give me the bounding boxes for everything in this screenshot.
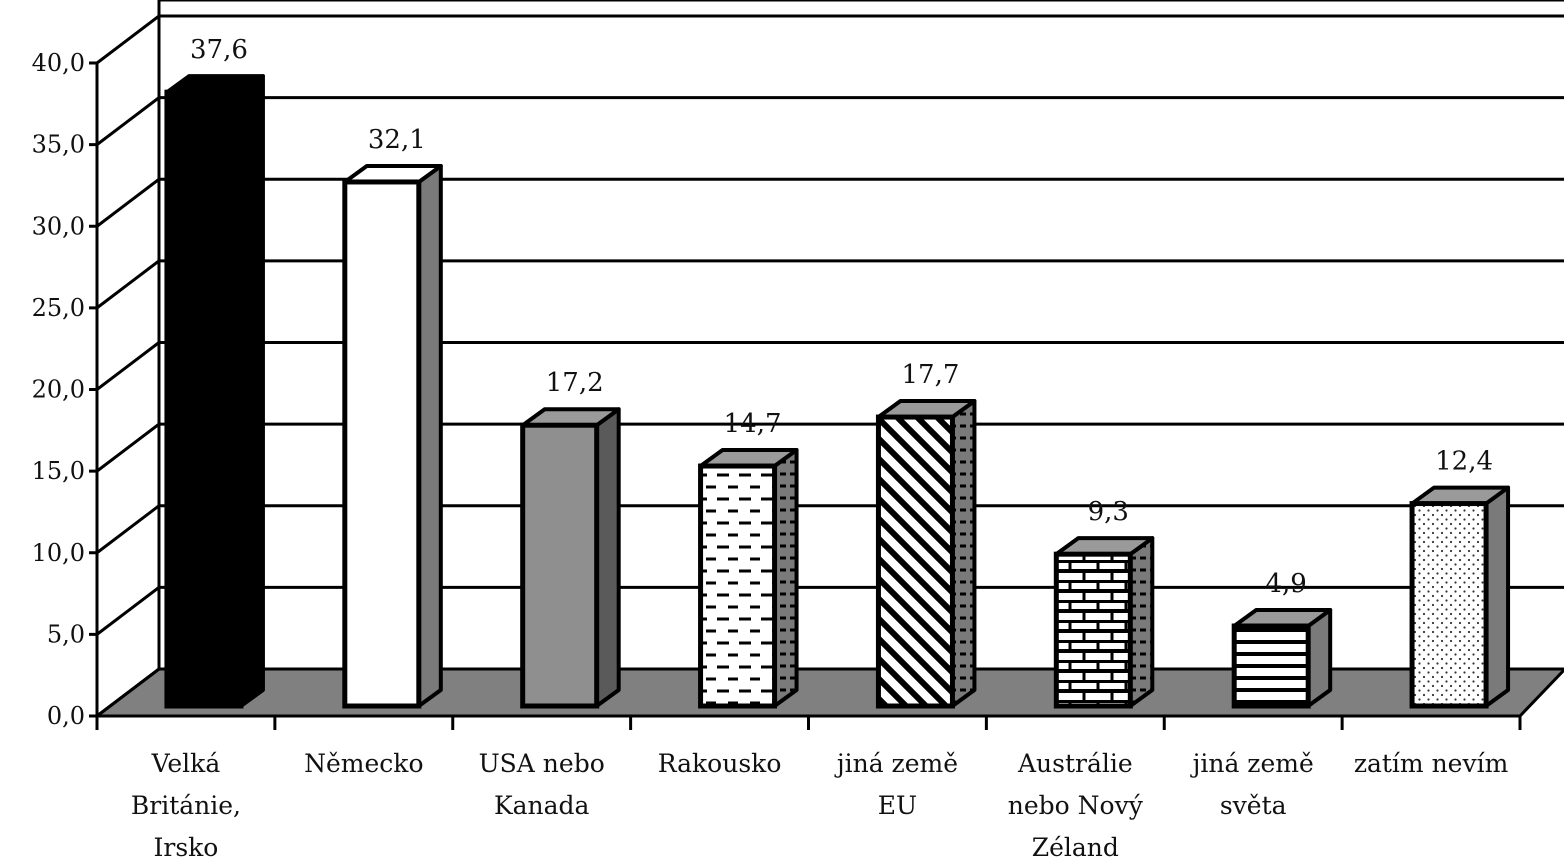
category-label: EU <box>878 791 917 820</box>
category-label: USA nebo <box>479 749 605 778</box>
y-axis: 0,0 5,0 10,0 15,0 20,0 25,0 30,0 35,0 40,0 <box>32 49 99 730</box>
y-tick-label: 0,0 <box>47 702 85 730</box>
bar-front <box>698 463 778 709</box>
grid-diagonal <box>96 14 160 65</box>
category-label: jiná země <box>834 749 958 778</box>
bar-side <box>1484 485 1511 708</box>
y-tick-label: 20,0 <box>32 376 85 404</box>
bar <box>1231 608 1333 709</box>
bar-front <box>1231 623 1311 709</box>
bar <box>1409 485 1511 709</box>
floor-plane <box>92 667 1564 718</box>
value-label: 12,4 <box>1435 447 1493 477</box>
value-labels: 37,6 32,1 17,2 14,7 17,7 9,3 4,9 12,4 <box>190 35 1493 599</box>
category-label: Zéland <box>1032 833 1119 858</box>
bar-front <box>164 89 244 709</box>
grid-diagonal <box>96 667 160 718</box>
value-label: 37,6 <box>190 35 248 65</box>
y-tick-label: 10,0 <box>32 539 85 567</box>
category-label: Irsko <box>154 833 219 858</box>
value-label: 32,1 <box>368 125 426 155</box>
bar-front <box>342 179 422 709</box>
category-label: světa <box>1220 791 1287 820</box>
grid-diagonal <box>96 341 160 391</box>
category-label: jiná země <box>1190 749 1314 778</box>
bar-side <box>772 448 799 708</box>
y-tick-label: 5,0 <box>47 620 85 648</box>
category-label: Rakousko <box>658 749 782 778</box>
y-tick-label: 15,0 <box>32 457 85 485</box>
category-label: Kanada <box>494 791 590 820</box>
category-label: nebo Nový <box>1008 791 1144 820</box>
bars <box>164 74 1511 709</box>
grid-diagonal <box>96 422 160 473</box>
grid-diagonal <box>96 586 160 636</box>
category-label: Británie, <box>131 791 241 820</box>
y-tick-label: 25,0 <box>32 294 85 322</box>
bar <box>342 163 443 709</box>
value-label: 4,9 <box>1266 569 1307 599</box>
value-label: 14,7 <box>724 409 782 439</box>
bar-side <box>1128 536 1155 708</box>
bar-side <box>238 74 265 708</box>
x-axis: Velká Británie, Irsko Německo USA nebo Kanada… <box>95 714 1522 858</box>
bar-front <box>875 414 955 709</box>
bar-front <box>1409 501 1489 709</box>
value-label: 17,2 <box>546 368 604 398</box>
value-label: 9,3 <box>1088 497 1129 527</box>
grid-diagonal <box>96 178 160 228</box>
category-label: zatím nevím <box>1354 749 1509 778</box>
category-label: Německo <box>304 749 423 778</box>
bar <box>1053 536 1155 709</box>
grid-diagonal <box>96 96 160 146</box>
chart-floor <box>92 667 1564 718</box>
category-label: Velká <box>151 749 221 778</box>
bar-side <box>594 407 621 708</box>
bar-side <box>950 399 977 708</box>
y-tick-label: 35,0 <box>32 131 85 159</box>
bar-side <box>416 163 443 708</box>
bar-front <box>1053 551 1133 709</box>
bar <box>520 407 621 709</box>
bar <box>698 448 799 709</box>
bar <box>875 399 977 709</box>
grid-diagonal <box>96 504 160 554</box>
bar <box>164 74 265 709</box>
grid-diagonal <box>96 259 160 310</box>
gridlines <box>96 14 1564 718</box>
y-tick-label: 30,0 <box>32 212 85 240</box>
chart-walls <box>157 0 1564 669</box>
y-tick-label: 40,0 <box>32 49 85 77</box>
category-label: Austrálie <box>1017 749 1133 778</box>
value-label: 17,7 <box>901 360 959 390</box>
bar-front <box>520 422 600 709</box>
